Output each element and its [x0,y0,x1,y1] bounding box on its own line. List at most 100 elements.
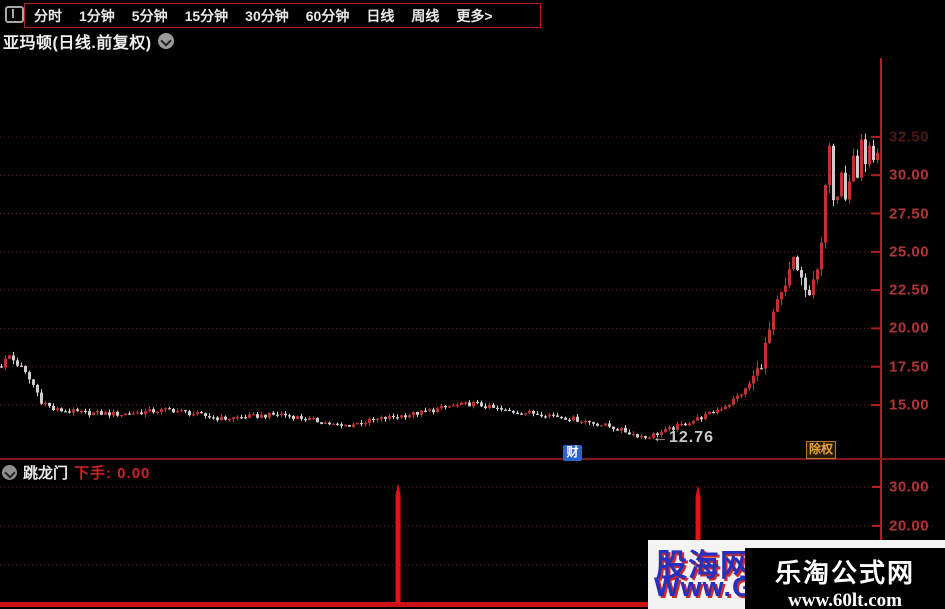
candle-body [352,424,355,427]
candle-body [624,427,627,433]
candle-body [360,422,363,425]
financial-report-badge[interactable]: 财 [563,445,582,461]
candle-body [284,413,287,416]
indicator-axis-label: 30.00 [889,478,930,496]
candle-body [424,410,427,412]
candle-body [592,422,595,424]
candle-body [656,433,659,436]
candle-body [52,405,55,411]
candle-body [228,418,231,421]
candle-body [564,417,567,420]
candle-body [784,285,787,293]
candle-body [776,299,779,312]
candle-body [668,427,671,430]
panel-toggle-icon[interactable] [5,6,24,23]
tab-period-8[interactable]: 更多> [456,7,493,24]
candle-body [728,404,731,407]
candle-body [388,415,391,419]
candle-body [660,432,663,436]
candle-body [856,155,859,178]
candle-body [180,410,183,412]
candle-body [812,279,815,296]
candle-body [824,185,827,243]
candle-body [276,414,279,416]
candle-body [224,416,227,420]
candle-body [504,409,507,411]
stock-title: 亚玛顿(日线.前复权) [3,35,152,52]
candle-body [700,417,703,420]
candle-body [792,256,795,270]
candle-body [320,422,323,424]
candle-body [532,411,535,414]
candle-body [616,429,619,431]
candle-body [524,413,527,415]
candle-body [584,421,587,423]
candle-body [568,419,571,421]
candle-body [400,415,403,418]
chevron-down-icon[interactable] [157,33,174,49]
candle-body [528,411,531,414]
ex-rights-badge[interactable]: 除权 [806,441,836,459]
price-axis-label: 15.00 [889,396,930,414]
candle-body [28,372,31,380]
candle-body [260,414,263,418]
candle-body [328,422,331,425]
candle-body [544,416,547,418]
candle-body [764,342,767,369]
candle-body [184,410,187,412]
candle-body [748,383,751,389]
candle-body [248,414,251,419]
candle-body [724,406,727,410]
candle-body [356,422,359,425]
tab-period-5[interactable]: 60分钟 [305,7,350,24]
candle-body [292,415,295,419]
tab-period-1[interactable]: 1分钟 [79,7,115,24]
candle-body [296,416,299,419]
candle-body [604,423,607,426]
tab-period-2[interactable]: 5分钟 [131,7,168,24]
candle-body [364,422,367,425]
candle-body [116,411,119,416]
tab-period-6[interactable]: 日线 [366,7,395,24]
candle-body [32,379,35,385]
candle-body [708,412,711,415]
candle-body [760,368,763,370]
candle-body [112,411,115,416]
candle-body [512,410,515,413]
candle-body [316,417,319,423]
tab-period-4[interactable]: 30分钟 [245,7,289,24]
candle-body [452,405,455,407]
candle-body [376,418,379,420]
chevron-down-icon[interactable] [2,465,17,480]
candle-body [160,408,163,412]
tab-period-3[interactable]: 15分钟 [184,7,229,24]
candle-body [204,413,207,417]
candle-body [380,417,383,419]
candle-body [268,412,271,418]
candle-body [540,414,543,417]
candle-body [436,408,439,413]
candle-body [876,152,879,160]
candle-body [40,392,43,404]
candle-body [212,417,215,419]
tab-period-7[interactable]: 周线 [411,7,440,24]
candle-body [156,411,159,414]
candle-body [600,425,603,427]
tab-period-0[interactable]: 分时 [34,7,62,24]
candle-body [392,415,395,418]
letao-watermark-title: 乐淘公式网 [774,558,915,588]
candle-body [140,412,143,415]
candle-body [664,429,667,433]
candle-body [20,365,23,367]
candle-body [428,409,431,412]
candle-body [168,408,171,410]
candle-body [680,423,683,425]
candle-body [628,432,631,435]
candle-body [732,398,735,405]
candle-body [480,402,483,407]
candle-body [84,410,87,413]
candle-body [508,409,511,412]
candle-body [336,423,339,425]
candle-body [620,427,623,431]
candle-body [24,366,27,373]
